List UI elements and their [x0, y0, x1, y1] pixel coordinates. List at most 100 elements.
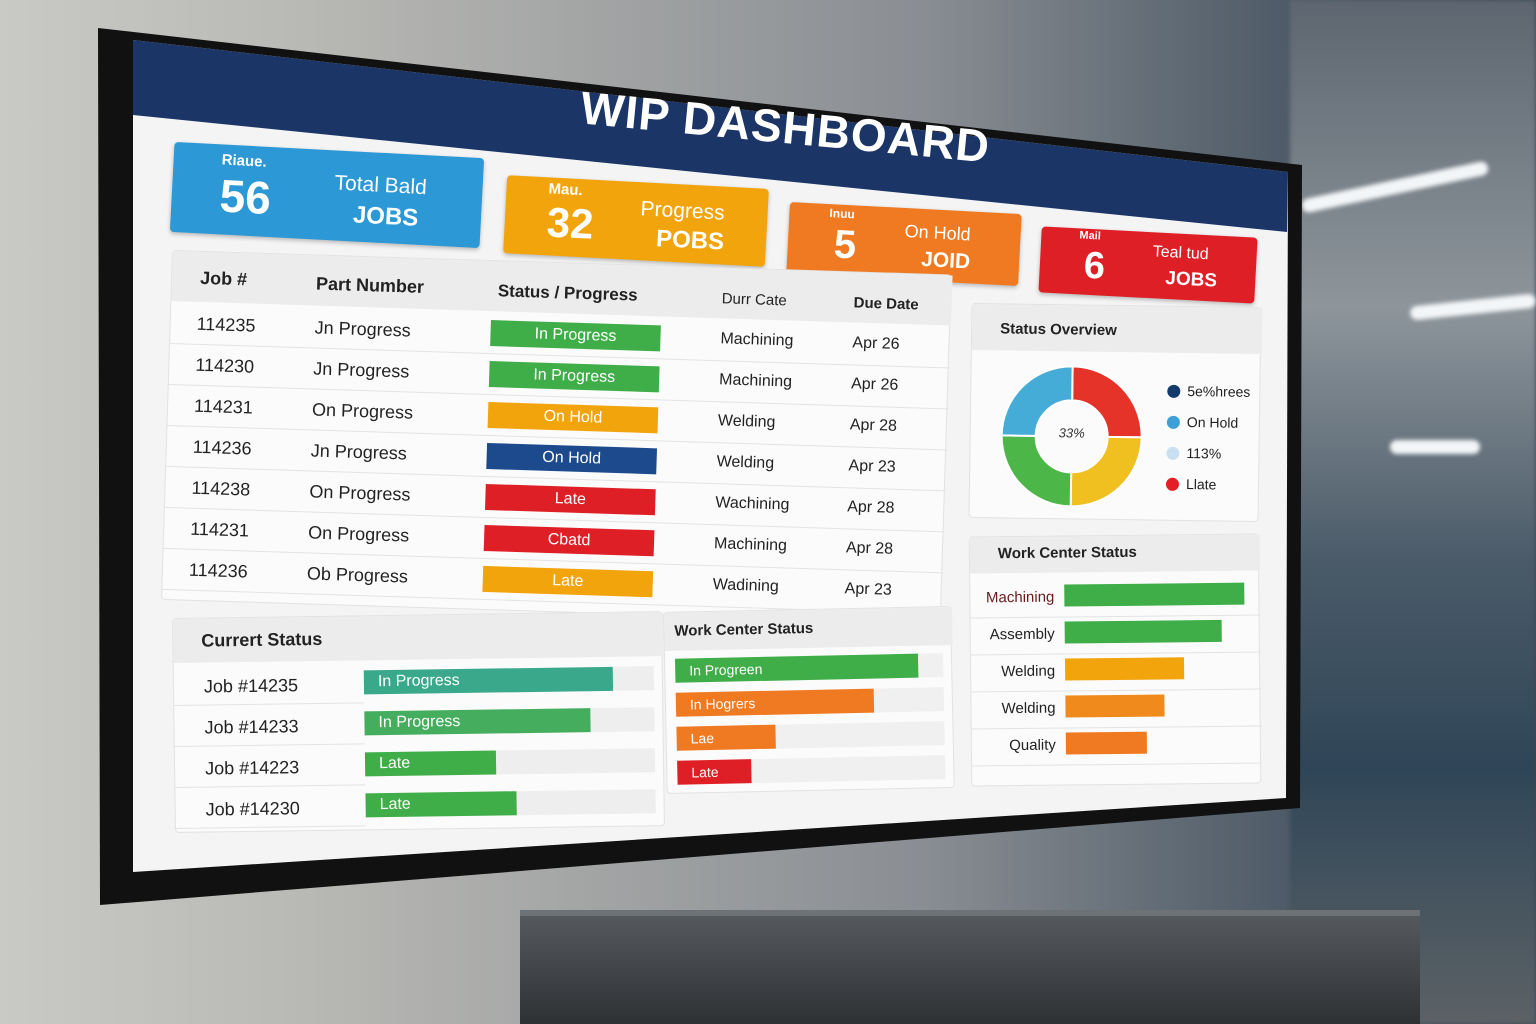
row-divider	[970, 614, 1261, 619]
ceiling-light	[1390, 440, 1480, 454]
status-row[interactable]: Job #14230 Late	[175, 781, 666, 829]
current-status-title: Currert Status	[201, 628, 323, 651]
job-label: Job #14233	[204, 716, 299, 738]
part-number: Jn Progress	[310, 440, 408, 464]
kpi-value: 5	[832, 222, 858, 268]
parts-bins	[520, 910, 1420, 1024]
kpi-value: 6	[1082, 244, 1107, 288]
status-row[interactable]: Job #14235 In Progress	[174, 658, 665, 706]
job-number: 114230	[195, 354, 255, 377]
status-pill[interactable]: Cbatd	[483, 524, 655, 557]
status-overview-panel: Status Overview 33% 5e%hrees On Hold 113% L…	[968, 302, 1263, 523]
legend-label[interactable]: 113%	[1186, 445, 1222, 462]
job-label: Job #14230	[205, 798, 300, 820]
donut-segment[interactable]	[1000, 434, 1073, 508]
status-row[interactable]: Job #14233 In Progress	[174, 699, 665, 747]
job-label: Job #14223	[204, 757, 300, 779]
work-center-status-right: Work Center Status Machining Assembly Weld…	[968, 533, 1263, 787]
job-number: 114235	[196, 313, 256, 336]
work-center: Welding	[716, 453, 775, 473]
part-number: Jn Progress	[314, 317, 411, 341]
kpi-caption: Inuu	[829, 206, 856, 222]
kpi-in-progress[interactable]: Mau. 32 Progress POBS	[503, 175, 769, 267]
work-center-bar[interactable]	[1064, 657, 1185, 681]
job-number: 114236	[192, 436, 252, 459]
due-date: Apr 23	[844, 580, 893, 599]
status-donut-chart	[1000, 365, 1143, 508]
work-center-right-title: Work Center Status	[997, 543, 1137, 563]
due-date: Apr 28	[845, 539, 894, 558]
part-number: On Progress	[307, 522, 410, 546]
work-center-title: Work Center Status	[674, 619, 814, 640]
part-number: On Progress	[309, 481, 411, 505]
part-number: On Progress	[311, 399, 414, 423]
status-pill[interactable]: On Hold	[487, 402, 659, 434]
donut-segment[interactable]	[1000, 365, 1074, 437]
row-divider	[971, 725, 1262, 730]
legend-label[interactable]: Llate	[1185, 475, 1217, 493]
status-pill[interactable]: Late	[484, 483, 656, 516]
row-divider	[175, 825, 366, 829]
status-overview-title: Status Overview	[1000, 320, 1117, 340]
col-part-number[interactable]: Part Number	[315, 273, 425, 297]
status-row[interactable]: Job #14223 Late	[175, 740, 666, 788]
legend-label[interactable]: On Hold	[1186, 414, 1239, 431]
work-center: Wadining	[712, 576, 780, 596]
due-date: Apr 28	[849, 416, 898, 435]
work-center-bar[interactable]: In Hogrers	[675, 688, 875, 717]
job-number: 114236	[188, 559, 248, 582]
work-center-bar[interactable]	[1065, 694, 1165, 718]
col-job[interactable]: Job #	[199, 267, 248, 290]
work-center-status-panel: Work Center Status In Progreen In Hogrers…	[663, 605, 955, 794]
status-pill[interactable]: In Progress	[488, 361, 660, 393]
kpi-value: 56	[218, 169, 273, 225]
progress-bar: Late	[365, 791, 517, 818]
legend-dot-icon	[1167, 384, 1181, 398]
kpi-label-2: POBS	[655, 225, 725, 256]
part-number: Ob Progress	[306, 563, 409, 587]
work-center-label: Quality	[1009, 736, 1056, 755]
progress-bar: In Progress	[364, 708, 591, 736]
status-pill[interactable]: In Progress	[490, 320, 661, 352]
current-status-panel: Currert Status Job #14235 In Progress Job …	[172, 611, 665, 833]
work-center-bar[interactable]: In Progreen	[674, 653, 919, 683]
work-center: Welding	[717, 412, 776, 432]
due-date: Apr 28	[846, 498, 895, 517]
kpi-late[interactable]: Mail 6 Teal tud JOBS	[1038, 226, 1258, 304]
kpi-caption: Mail	[1079, 229, 1102, 243]
part-number: Jn Progress	[313, 358, 410, 382]
work-center-label: Assembly	[989, 625, 1055, 644]
col-due-date[interactable]: Due Date	[853, 294, 919, 314]
work-center-label: Welding	[1001, 662, 1056, 681]
progress-bar: Late	[364, 750, 496, 777]
kpi-total-jobs[interactable]: Riaue. 56 Total Bald JOBS	[169, 141, 485, 249]
work-center: Machining	[720, 330, 794, 350]
legend-label[interactable]: 5e%hrees	[1187, 383, 1251, 400]
work-center-bar[interactable]	[1064, 582, 1245, 607]
kpi-label-2: JOBS	[352, 201, 419, 232]
job-table: Job # Part Number Status / Progress Durr…	[161, 250, 953, 625]
kpi-caption: Riaue.	[221, 151, 268, 171]
kpi-value: 32	[545, 198, 595, 248]
kpi-label: On Hold	[904, 221, 972, 245]
job-label: Job #14235	[203, 675, 299, 697]
work-center-bar[interactable]	[1064, 619, 1222, 644]
legend-dot-icon	[1165, 477, 1180, 491]
row-divider	[970, 651, 1261, 656]
due-date: Apr 26	[850, 375, 899, 394]
job-number: 114238	[191, 477, 251, 500]
factory-background	[1290, 0, 1536, 1024]
donut-segment[interactable]	[1069, 435, 1143, 508]
due-date: Apr 23	[848, 457, 896, 476]
work-center-bar[interactable]: Lae	[676, 724, 777, 751]
work-center-bar[interactable]	[1065, 731, 1147, 755]
status-pill[interactable]: On Hold	[486, 442, 658, 475]
legend-dot-icon	[1166, 446, 1180, 460]
status-pill[interactable]: Late	[482, 565, 654, 598]
job-number: 114231	[189, 518, 250, 541]
row-divider	[972, 762, 1263, 767]
kpi-label: Total Bald	[334, 171, 428, 200]
work-center-bar[interactable]: Late	[677, 759, 752, 785]
progress-bar: In Progress	[363, 666, 614, 695]
col-work-center[interactable]: Durr Cate	[721, 290, 788, 310]
